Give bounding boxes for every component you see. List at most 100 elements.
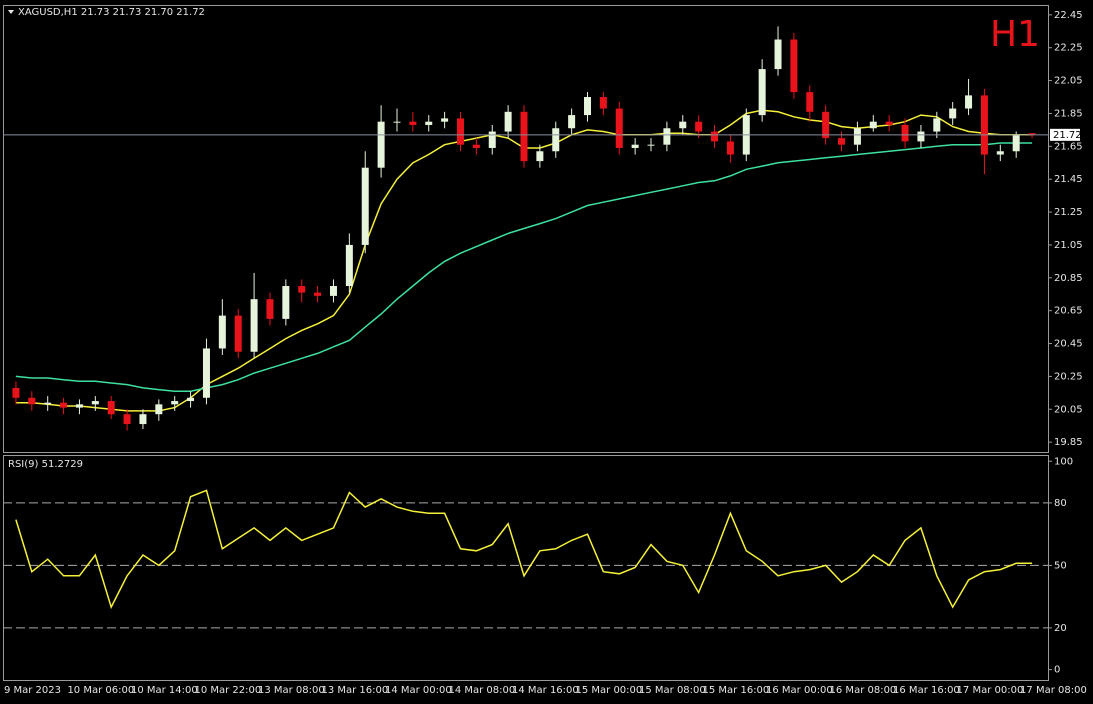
candle-body xyxy=(790,39,798,93)
candle-body xyxy=(472,144,480,148)
candle-body xyxy=(663,128,671,145)
candle-body xyxy=(568,115,576,129)
candle-body xyxy=(425,121,433,125)
x-tick-label: 15 Mar 08:00 xyxy=(639,685,706,696)
timeframe-label: H1 xyxy=(990,14,1040,55)
rsi-line xyxy=(15,489,1033,610)
candle-body xyxy=(218,315,226,349)
y-tick-label: 100 xyxy=(1054,456,1073,467)
x-tick-label: 9 Mar 2023 xyxy=(4,685,61,696)
candle-body xyxy=(774,39,782,70)
candle-body xyxy=(123,414,131,425)
candle-body xyxy=(91,401,99,405)
candle-body xyxy=(917,131,925,142)
candle-body xyxy=(377,121,385,168)
candle-body xyxy=(758,69,766,116)
candle-body xyxy=(75,404,83,408)
candle-body xyxy=(504,111,512,132)
menu-arrow[interactable] xyxy=(8,10,14,14)
candle-body xyxy=(171,401,179,405)
y-tick-label: 21.45 xyxy=(1054,174,1083,185)
y-tick-label: 21.85 xyxy=(1054,108,1083,119)
candle-body xyxy=(552,128,560,152)
moving-average xyxy=(15,142,1033,392)
candle-body xyxy=(949,108,957,119)
y-tick-label: 19.85 xyxy=(1054,437,1083,448)
candle-body xyxy=(996,151,1004,155)
candle-body xyxy=(584,97,592,116)
y-tick-label: 21.65 xyxy=(1054,141,1083,152)
price-panel-frame xyxy=(3,5,1049,453)
x-tick-label: 10 Mar 22:00 xyxy=(194,685,261,696)
candle-body xyxy=(838,138,846,145)
candle-body xyxy=(806,92,814,112)
x-tick-label: 10 Mar 14:00 xyxy=(131,685,198,696)
candle-body xyxy=(980,95,988,155)
candle-body xyxy=(409,121,417,125)
candle-body xyxy=(615,108,623,148)
candle-body xyxy=(456,118,464,145)
candle-body xyxy=(107,401,115,415)
x-tick-label: 16 Mar 08:00 xyxy=(830,685,897,696)
x-tick-label: 15 Mar 00:00 xyxy=(576,685,643,696)
candle-body xyxy=(345,244,353,287)
candle-body xyxy=(60,402,68,408)
candle-body xyxy=(965,95,973,109)
x-tick-label: 16 Mar 00:00 xyxy=(766,685,833,696)
x-tick-label: 16 Mar 16:00 xyxy=(893,685,960,696)
candle-body xyxy=(822,111,830,139)
candle-body xyxy=(187,397,195,402)
y-tick-label: 20.45 xyxy=(1054,339,1083,350)
current-price-label: 21.72 xyxy=(1053,130,1082,141)
candle-body xyxy=(869,121,877,129)
candle-body xyxy=(1012,134,1020,152)
y-tick-label: 21.25 xyxy=(1054,207,1083,218)
candle-body xyxy=(202,348,210,398)
candle-body xyxy=(12,387,20,398)
candle-body xyxy=(488,131,496,148)
y-tick-label: 21.05 xyxy=(1054,240,1083,251)
x-tick-label: 13 Mar 08:00 xyxy=(258,685,325,696)
candle-body xyxy=(155,404,163,415)
candle-body xyxy=(393,121,401,123)
x-tick-label: 13 Mar 16:00 xyxy=(321,685,388,696)
candle-body xyxy=(298,286,306,293)
y-tick-label: 0 xyxy=(1054,665,1060,676)
y-tick-label: 20 xyxy=(1054,623,1067,634)
candle-body xyxy=(726,141,734,155)
candle-body xyxy=(282,286,290,319)
x-tick-label: 14 Mar 16:00 xyxy=(512,685,579,696)
y-tick-label: 50 xyxy=(1054,560,1067,571)
y-tick-label: 22.05 xyxy=(1054,76,1083,87)
chart-title: XAGUSD,H1 21.73 21.73 21.70 21.72 xyxy=(18,7,205,18)
candle-body xyxy=(599,97,607,109)
rsi-title: RSI(9) 51.2729 xyxy=(8,459,83,470)
x-tick-label: 10 Mar 06:00 xyxy=(67,685,134,696)
candle-body xyxy=(314,292,322,296)
current-price-box xyxy=(1050,128,1080,141)
y-tick-label: 22.25 xyxy=(1054,43,1083,54)
x-tick-label: 15 Mar 16:00 xyxy=(703,685,770,696)
candle-body xyxy=(250,299,258,352)
rsi-panel-frame xyxy=(3,455,1049,681)
candle-body xyxy=(647,144,655,146)
candle-body xyxy=(885,121,893,125)
x-tick-label: 17 Mar 00:00 xyxy=(957,685,1024,696)
candle-body xyxy=(695,121,703,132)
y-tick-label: 80 xyxy=(1054,498,1067,509)
x-tick-label: 14 Mar 00:00 xyxy=(385,685,452,696)
candle-body xyxy=(139,414,147,425)
candle-body xyxy=(44,402,52,405)
candle-body xyxy=(1028,133,1036,135)
candle-body xyxy=(361,167,369,245)
y-tick-label: 20.65 xyxy=(1054,306,1083,317)
candle-body xyxy=(631,144,639,148)
candle-body xyxy=(901,124,909,142)
y-tick-label: 22.45 xyxy=(1054,10,1083,21)
x-tick-label: 17 Mar 08:00 xyxy=(1020,685,1087,696)
candle-body xyxy=(329,286,337,296)
x-tick-label: 14 Mar 08:00 xyxy=(448,685,515,696)
candle-body xyxy=(933,118,941,132)
